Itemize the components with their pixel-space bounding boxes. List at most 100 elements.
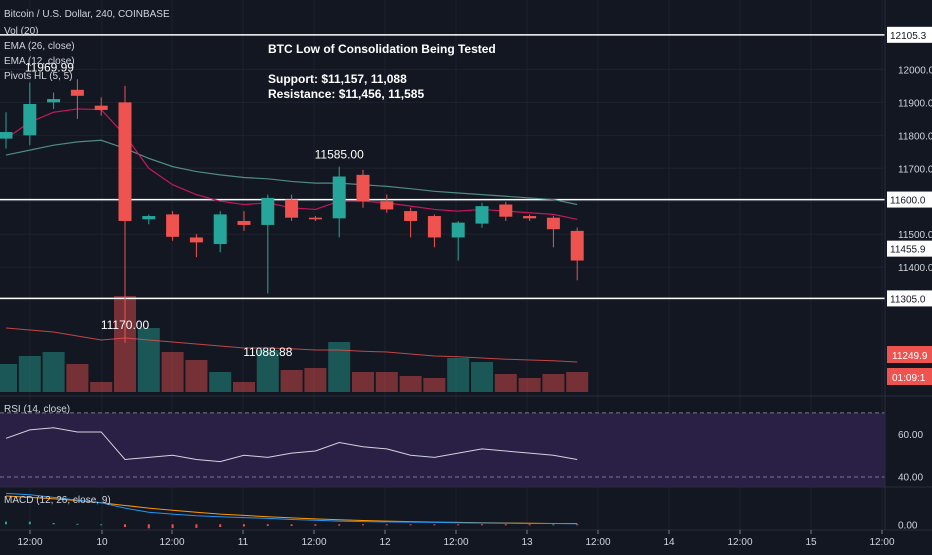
macd-histogram-bar	[28, 521, 31, 525]
macd-histogram-bar	[100, 524, 103, 526]
macd-histogram-bar	[52, 522, 55, 525]
candle-body[interactable]	[285, 199, 299, 218]
candle-body[interactable]	[166, 214, 180, 237]
volume-layer	[0, 296, 589, 392]
macd-histogram-bar	[290, 524, 293, 526]
price-badge-label: 11600.0	[890, 196, 926, 207]
price-badge	[887, 26, 932, 43]
volume-bar	[161, 352, 184, 392]
volume-bar	[542, 374, 565, 392]
volume-bar	[494, 374, 517, 392]
macd-histogram-bar	[362, 524, 364, 526]
candle-body[interactable]	[237, 220, 251, 225]
price-tick-label: 11700.00	[898, 164, 932, 175]
price-badge-label: 12105.3	[890, 31, 927, 42]
macd-histogram-bar	[481, 524, 483, 526]
candle-body[interactable]	[356, 174, 370, 202]
candle-body[interactable]	[213, 214, 227, 245]
price-badges: 12105.3 11600.0 11455.9 11305.0 11249.9 01:09…	[887, 26, 932, 385]
candle-body[interactable]	[570, 230, 584, 261]
macd-tick-label: 0.00	[898, 520, 918, 531]
rsi-line	[5, 427, 578, 463]
rsi-tick-label: 40.00	[898, 472, 923, 483]
time-tick-label: 12	[379, 537, 391, 548]
macd-histogram-bar	[528, 524, 531, 526]
macd-title[interactable]: MACD (12, 26, close, 9)	[4, 495, 111, 506]
candle-layer[interactable]	[0, 79, 584, 343]
volume-bar	[399, 376, 422, 392]
macd-histogram-bar	[195, 524, 198, 528]
indicator-pivots[interactable]: Pivots HL (5, 5)	[4, 71, 73, 82]
time-tick-label: 12:00	[443, 537, 468, 548]
candle-body[interactable]	[0, 132, 13, 139]
candle-body[interactable]	[332, 176, 346, 219]
candle-body[interactable]	[118, 102, 132, 221]
candle-body[interactable]	[189, 237, 203, 243]
macd-line	[5, 492, 578, 525]
indicator-ema26[interactable]: EMA (26, close)	[4, 41, 75, 52]
volume-bar	[375, 372, 398, 392]
volume-bar	[328, 342, 351, 392]
volume-bar	[185, 360, 208, 392]
symbol-title[interactable]: Bitcoin / U.S. Dollar, 240, COINBASE	[4, 9, 170, 20]
indicator-vol[interactable]: Vol (20)	[4, 26, 38, 37]
candle-body[interactable]	[142, 216, 156, 220]
candle-body[interactable]	[523, 216, 537, 219]
candle-body[interactable]	[308, 217, 322, 220]
candle-body[interactable]	[94, 105, 108, 110]
candle-body[interactable]	[427, 216, 441, 238]
candle-body[interactable]	[47, 99, 61, 103]
price-tick-label: 11400.00	[898, 263, 932, 274]
volume-bar	[0, 364, 17, 392]
volume-bar	[256, 350, 279, 392]
price-badge-label: 11455.9	[890, 245, 926, 256]
candle-body[interactable]	[23, 104, 37, 136]
macd-histogram-bar	[552, 524, 555, 526]
price-badge-label: 11305.0	[890, 294, 926, 305]
volume-bar	[447, 358, 470, 392]
price-badge	[887, 290, 932, 307]
candle-body[interactable]	[451, 222, 465, 238]
pivot-label: 11585.00	[315, 148, 364, 162]
time-tick-label: 12:00	[301, 537, 326, 548]
time-tick-label: 13	[521, 537, 533, 548]
candle-body[interactable]	[70, 89, 84, 96]
macd-histogram-bar	[433, 524, 436, 526]
price-badge	[887, 240, 932, 257]
price-badge	[887, 191, 932, 208]
volume-bar	[423, 378, 446, 392]
candle-body[interactable]	[475, 206, 489, 224]
macd-histogram-bar	[266, 524, 269, 526]
ema26-line	[5, 139, 578, 206]
macd-histogram-bar	[147, 524, 150, 529]
indicator-ema12[interactable]: EMA (12, close)	[4, 56, 75, 67]
macd-histogram-bar	[314, 524, 317, 526]
candle-body[interactable]	[380, 201, 394, 210]
volume-bar	[137, 328, 160, 392]
time-tick-label: 12:00	[585, 537, 610, 548]
volume-bar	[518, 378, 541, 392]
price-tick-label: 11500.00	[898, 230, 932, 241]
volume-bar	[42, 352, 65, 392]
volume-badge-label: 01:09:1	[892, 373, 926, 384]
time-tick-label: 14	[663, 537, 675, 548]
volume-bar	[471, 362, 493, 392]
price-tick-label: 11800.00	[898, 131, 932, 142]
volume-bar	[18, 356, 41, 392]
pivot-label: 11969.99	[25, 60, 74, 74]
macd-histogram-bar	[457, 524, 460, 526]
candle-body[interactable]	[261, 197, 275, 225]
volume-bar	[233, 382, 255, 392]
rsi-band	[0, 412, 885, 487]
candle-body[interactable]	[499, 204, 513, 217]
annotation-support: Support: $11,157, 11,088	[268, 72, 407, 86]
time-tick-label: 12:00	[869, 537, 894, 548]
macd-histogram-bar	[338, 524, 341, 526]
time-tick-label: 11	[238, 537, 249, 548]
candle-body[interactable]	[404, 211, 418, 221]
candle-body[interactable]	[546, 217, 560, 230]
rsi-title[interactable]: RSI (14, close)	[4, 404, 70, 415]
annotation-resistance: Resistance: $11,456, 11,585	[268, 87, 424, 101]
